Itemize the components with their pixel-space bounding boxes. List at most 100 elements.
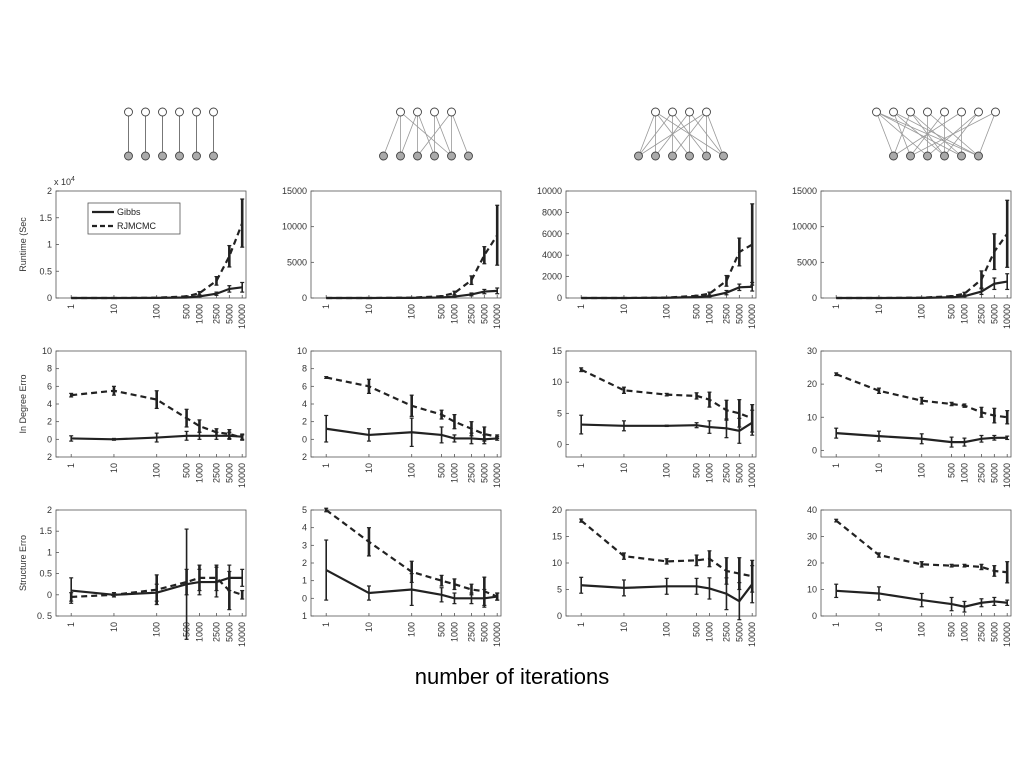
x-tick-label: 100 — [407, 463, 417, 478]
graph-edge — [451, 111, 469, 157]
series-line-rjmcmc — [71, 389, 243, 439]
y-tick-label: 4 — [47, 399, 52, 409]
x-tick-label: 10 — [619, 622, 629, 632]
x-tick-label: 10000 — [492, 304, 502, 329]
graph-node-child — [906, 151, 915, 161]
y-tick-label: 15 — [552, 532, 562, 542]
graph-edge — [978, 111, 996, 157]
y-tick-label: 10 — [297, 346, 307, 356]
x-tick-label: 1000 — [449, 622, 459, 642]
y-tick-label: 0 — [812, 445, 817, 455]
series-line-rjmcmc — [581, 243, 753, 300]
y-tick-label: 1 — [302, 611, 307, 621]
series-line-rjmcmc — [71, 222, 244, 300]
graph-node-child — [719, 151, 728, 161]
x-tick-label: 1000 — [194, 463, 204, 483]
panel-r3-c3: 0 5 10 15 20 1 10 100 500 1000 2500 5000 10000 — [552, 505, 757, 647]
x-tick-label: 10 — [874, 463, 884, 473]
panel-r1-c3: 0 2000 4000 6000 8000 10000 1 10 100 500 1000 2500 5… — [537, 186, 757, 329]
graph-node-child — [158, 151, 167, 161]
y-axis-label: In Degree Erro — [18, 374, 28, 433]
series-line-rjmcmc — [71, 576, 243, 599]
legend-box — [87, 202, 181, 235]
y-tick-label: 0.5 — [39, 266, 52, 276]
y-tick-label: 1 — [47, 240, 52, 250]
y-tick-label: 1.5 — [39, 213, 52, 223]
y-axis-label: Structure Erro — [18, 535, 28, 591]
y-tick-label: 40 — [807, 505, 817, 515]
y-tick-label: 10 — [552, 377, 562, 387]
x-axis-caption: number of iterations — [414, 664, 610, 689]
x-tick-label: 2500 — [211, 622, 221, 642]
y-tick-label: 4000 — [542, 250, 562, 260]
graph-node-child — [685, 151, 694, 161]
x-tick-label: 2500 — [211, 463, 221, 483]
graph-node-parent — [872, 107, 881, 117]
panel-r3-c1: 0. 500.511.5211010050010002500500010000S… — [18, 505, 247, 647]
x-tick-label: 2500 — [721, 304, 731, 324]
series-line-rjmcmc — [836, 233, 1009, 300]
x-tick-label: 5000 — [734, 304, 744, 324]
y-tick-label: 0 — [557, 440, 562, 450]
x-tick-label: 500 — [947, 463, 957, 478]
graph-node-parent — [889, 107, 898, 117]
series-line-rjmcmc — [580, 368, 753, 420]
graph-node-parent — [668, 107, 677, 117]
x-tick-label: 2500 — [976, 304, 986, 324]
x-tick-label: 2500 — [466, 463, 476, 483]
graph-edge — [400, 111, 452, 157]
x-tick-label: 1000 — [449, 463, 459, 483]
series-line-gibbs — [581, 583, 754, 603]
y-tick-label: 0. 5 — [37, 611, 52, 621]
y-tick-label: 2 — [47, 186, 52, 196]
y-tick-label: 4 — [302, 399, 307, 409]
x-tick-label: 5000 — [734, 622, 744, 642]
graph-node-parent — [923, 107, 932, 117]
y-tick-label: 0 — [47, 590, 52, 600]
y-tick-label: 8 — [302, 364, 307, 374]
y-tick-label: 2 — [302, 558, 307, 568]
y-tick-label: 5000 — [287, 257, 307, 267]
y-tick-label: 2 — [47, 505, 52, 515]
y-tick-label: 10 — [807, 585, 817, 595]
graph-node-child — [209, 151, 218, 161]
x-tick-label: 500 — [437, 304, 447, 319]
panel-r2-c3: 0 5 10 15 1 10 100 500 1000 2500 5000 10000 — [552, 346, 757, 488]
x-tick-label: 5000 — [989, 622, 999, 642]
graph-node-parent — [447, 107, 456, 117]
x-tick-label: 1000 — [194, 622, 204, 642]
y-tick-label: 1.5 — [39, 526, 52, 536]
graph-edge — [944, 111, 979, 157]
y-tick-label: 2 — [47, 452, 52, 462]
series-line-gibbs — [581, 421, 753, 432]
x-tick-label: 2500 — [976, 463, 986, 483]
graph-node-child — [141, 151, 150, 161]
panel-r3-c4: 0 10 20 30 40 1 10 100 500 1000 2500 5000 10000 — [807, 505, 1012, 647]
series-line-gibbs — [836, 589, 1008, 608]
y-tick-label: 6 — [302, 381, 307, 391]
graph-edge — [893, 111, 911, 157]
y-axis-label: Runtime (Sec — [18, 217, 28, 272]
graph-node-child — [923, 151, 932, 161]
y-tick-label: 0 — [812, 293, 817, 303]
y-tick-label: 2 — [302, 452, 307, 462]
y-tick-label: 0 — [812, 611, 817, 621]
x-tick-label: 1000 — [704, 463, 714, 483]
graph-node-parent — [141, 107, 150, 117]
graph-edge — [638, 111, 707, 157]
y-exponent-label: x 104 — [54, 176, 75, 187]
x-tick-label: 10 — [364, 304, 374, 314]
x-tick-label: 500 — [692, 304, 702, 319]
graph-edge — [910, 111, 996, 157]
y-tick-label: 20 — [552, 505, 562, 515]
y-tick-label: 10 — [42, 346, 52, 356]
x-tick-label: 10000 — [747, 304, 757, 329]
plot-frame — [820, 350, 1012, 458]
y-tick-label: 0 — [557, 611, 562, 621]
x-tick-label: 10000 — [237, 463, 247, 488]
graph-edge — [876, 111, 894, 157]
graph-node-child — [430, 151, 439, 161]
graph-edge — [876, 111, 962, 157]
graph-node-child — [668, 151, 677, 161]
